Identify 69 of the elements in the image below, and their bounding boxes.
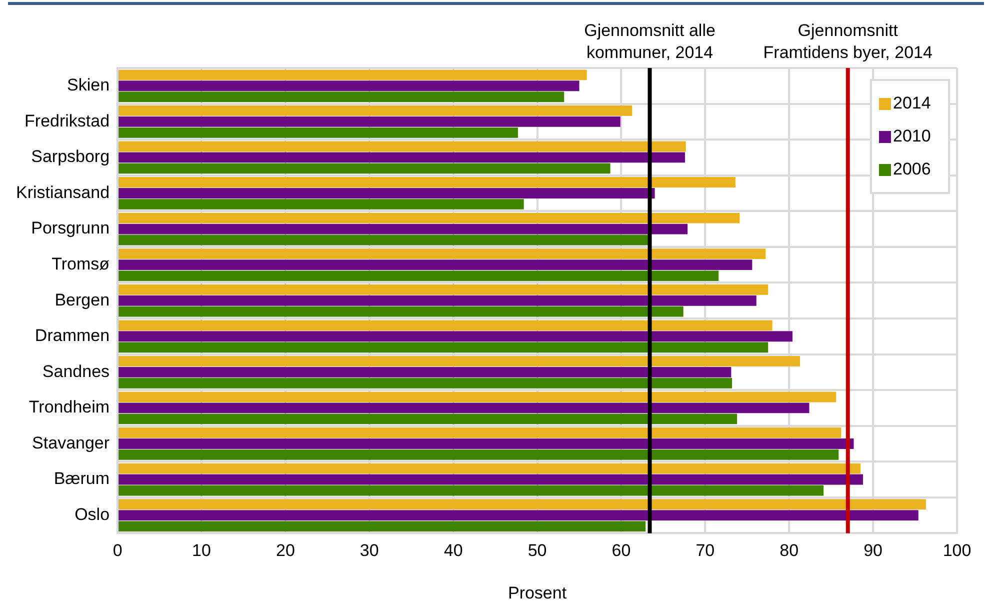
bar — [118, 270, 719, 281]
bar — [118, 188, 655, 198]
x-tick-label: 80 — [780, 541, 799, 560]
y-tick-label: Sarpsborg — [31, 147, 110, 166]
x-axis-title: Prosent — [508, 583, 567, 602]
y-tick-label: Fredrikstad — [24, 111, 110, 130]
y-tick-label: Bergen — [54, 290, 110, 310]
bar — [118, 199, 524, 210]
x-tick-label: 90 — [864, 541, 883, 560]
bar — [118, 177, 736, 188]
bar — [118, 127, 518, 138]
x-tick-label: 100 — [942, 541, 972, 560]
bar — [118, 356, 800, 366]
bar — [118, 342, 768, 353]
bar — [118, 306, 684, 317]
x-tick-label: 60 — [612, 541, 631, 560]
bar — [118, 366, 732, 378]
y-tick-label: Drammen — [34, 326, 110, 346]
bar — [118, 141, 686, 152]
legend-label: 2014 — [893, 94, 931, 113]
bar — [118, 224, 688, 234]
y-tick-label: Bærum — [54, 469, 110, 488]
x-tick-label: 30 — [360, 541, 379, 560]
bar — [118, 428, 842, 438]
bar — [118, 70, 587, 80]
y-tick-label: Skien — [67, 76, 110, 95]
y-tick-label: Trondheim — [28, 398, 110, 417]
x-tick-label: 0 — [112, 541, 122, 560]
ref-line-label: Gjennomsnitt alle kommuner, 2014 — [584, 21, 716, 62]
bar — [118, 331, 792, 342]
legend-label: 2010 — [893, 126, 931, 146]
bar — [118, 485, 824, 496]
bar — [118, 392, 836, 402]
bar — [118, 295, 756, 306]
bar — [118, 92, 564, 102]
x-tick-label: 50 — [528, 541, 547, 560]
bar — [118, 284, 768, 295]
x-tick-label: 20 — [276, 541, 295, 560]
y-tick-label: Kristiansand — [16, 182, 110, 202]
bar — [118, 248, 766, 260]
bar — [118, 499, 926, 510]
bar — [118, 474, 863, 485]
bar — [118, 463, 860, 474]
bar — [118, 414, 738, 424]
x-tick-label: 70 — [696, 541, 715, 560]
bar — [118, 234, 650, 246]
bar — [118, 378, 732, 388]
bar — [118, 510, 918, 521]
bar — [118, 152, 686, 163]
bar — [118, 320, 772, 331]
bar — [118, 80, 580, 92]
ref-line-label: Gjennomsnitt Framtidens byer, 2014 — [763, 21, 932, 62]
bar — [118, 402, 810, 414]
bar — [118, 105, 632, 116]
bar — [118, 521, 646, 532]
bar — [118, 438, 854, 449]
bar — [118, 212, 740, 224]
y-tick-label: Stavanger — [32, 433, 110, 452]
y-tick-label: Sandnes — [42, 362, 110, 381]
bar — [118, 116, 620, 127]
x-tick-label: 40 — [444, 541, 463, 560]
x-tick-label: 10 — [192, 541, 211, 560]
legend-label: 2006 — [893, 160, 931, 179]
y-tick-label: Oslo — [74, 504, 110, 524]
y-tick-label: Tromsø — [52, 254, 110, 274]
y-tick-label: Porsgrunn — [31, 218, 110, 238]
bar — [118, 163, 610, 174]
bar — [118, 260, 752, 270]
bar — [118, 450, 839, 460]
